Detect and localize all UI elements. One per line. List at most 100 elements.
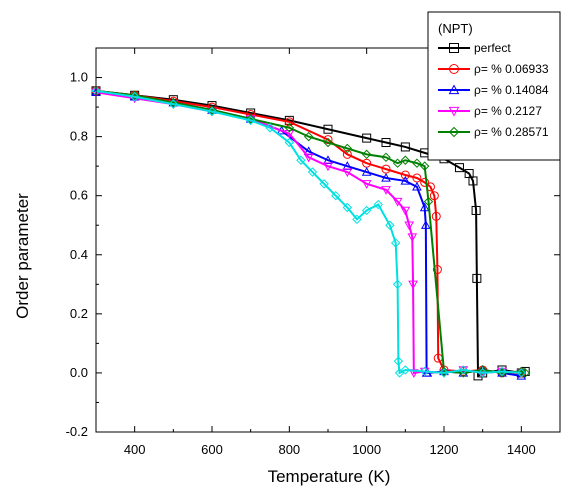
legend-label: ρ= % 0.14084 [474, 83, 549, 97]
data-point [361, 205, 372, 216]
data-point [516, 368, 527, 378]
x-tick-label: 600 [201, 442, 223, 457]
legend-title: (NPT) [438, 21, 473, 36]
data-point [429, 191, 439, 201]
data-point [323, 137, 333, 148]
legend-label: ρ= % 0.2127 [474, 104, 542, 118]
series-line [95, 89, 522, 374]
y-tick-label: 0.0 [70, 365, 88, 380]
data-point [392, 197, 403, 207]
data-point [323, 162, 333, 172]
data-point [400, 170, 410, 180]
data-point [381, 138, 391, 148]
data-point [439, 366, 449, 377]
legend-box [427, 11, 561, 161]
data-point [207, 105, 217, 115]
data-point [284, 129, 295, 139]
data-point [458, 365, 469, 375]
legend-swatch-marker [448, 106, 460, 117]
axes: 400 600 800 1000 1200 1400 -0.2 0.0 0.2 0.4 0.6 0.8… [66, 47, 561, 457]
legend-label: perfect [474, 41, 511, 55]
data-point [284, 123, 295, 133]
data-point [303, 131, 314, 142]
data-point [342, 149, 352, 159]
data-point [390, 238, 401, 248]
data-point [303, 153, 314, 163]
data-point [361, 149, 372, 160]
legend-swatch-marker [449, 43, 459, 53]
y-tick-label: 0.2 [70, 306, 88, 321]
data-point [245, 114, 256, 124]
data-point [361, 180, 372, 189]
data-point [245, 115, 256, 126]
data-point [400, 206, 411, 216]
legend-item: ρ= % 0.06933 [438, 62, 549, 76]
legend-swatch-marker [448, 84, 460, 95]
data-point [394, 368, 405, 378]
x-tick-label: 400 [124, 442, 146, 457]
data-point [392, 279, 403, 290]
data-point [381, 186, 391, 195]
legend-swatch-marker [448, 126, 460, 138]
legend-items: perfect ρ= % 0.06933 ρ= % 0.14084 ρ= % 0.21… [438, 41, 549, 139]
data-point [331, 190, 341, 201]
data-point [454, 163, 464, 173]
data-point [431, 211, 441, 221]
data-point [296, 155, 306, 165]
data-point [472, 273, 482, 283]
data-point [412, 181, 422, 191]
y-tick-label: 0.8 [70, 129, 88, 144]
data-point [404, 221, 415, 231]
data-point [497, 366, 507, 377]
data-point [381, 152, 391, 162]
legend-item: ρ= % 0.2127 [438, 104, 542, 118]
x-tick-label: 1000 [352, 442, 381, 457]
legend-label: ρ= % 0.28571 [474, 125, 549, 139]
data-point [400, 365, 411, 375]
legend-swatch-marker [449, 64, 459, 74]
legend-item: ρ= % 0.14084 [438, 83, 549, 97]
data-point [342, 202, 353, 213]
data-point [373, 199, 383, 210]
data-point [362, 133, 372, 143]
data-point [342, 143, 353, 154]
data-point [408, 280, 418, 290]
data-point [497, 365, 507, 375]
y-tick-label: 0.4 [70, 247, 88, 262]
data-point [400, 155, 411, 165]
data-point [207, 106, 217, 117]
data-point [407, 233, 418, 243]
data-point [471, 205, 481, 215]
data-point [419, 202, 430, 212]
data-point [400, 142, 410, 152]
y-axis-label: Order parameter [13, 193, 32, 319]
data-point [477, 365, 488, 375]
series-line [95, 89, 522, 375]
legend-item: ρ= % 0.28571 [438, 125, 549, 139]
plot-marks [91, 86, 530, 381]
data-point [129, 92, 140, 102]
data-point [468, 176, 478, 186]
x-tick-label: 800 [278, 442, 300, 457]
data-point [439, 368, 449, 378]
data-point [284, 137, 295, 148]
data-point [284, 117, 294, 127]
x-axis-label: Temperature (K) [268, 467, 391, 486]
data-point [400, 175, 411, 185]
data-point [168, 99, 179, 109]
data-point [420, 177, 430, 187]
data-point [342, 168, 353, 178]
legend-label: ρ= % 0.06933 [474, 62, 549, 76]
data-point [432, 265, 442, 275]
x-tick-label: 1400 [507, 442, 536, 457]
y-tick-label: -0.2 [66, 424, 88, 439]
legend-item: perfect [438, 41, 511, 55]
x-tick-label: 1200 [430, 442, 459, 457]
data-point [361, 167, 372, 176]
data-point [319, 179, 329, 189]
data-point [419, 161, 430, 171]
data-point [420, 220, 431, 229]
data-point [129, 90, 140, 100]
data-point [412, 158, 422, 168]
